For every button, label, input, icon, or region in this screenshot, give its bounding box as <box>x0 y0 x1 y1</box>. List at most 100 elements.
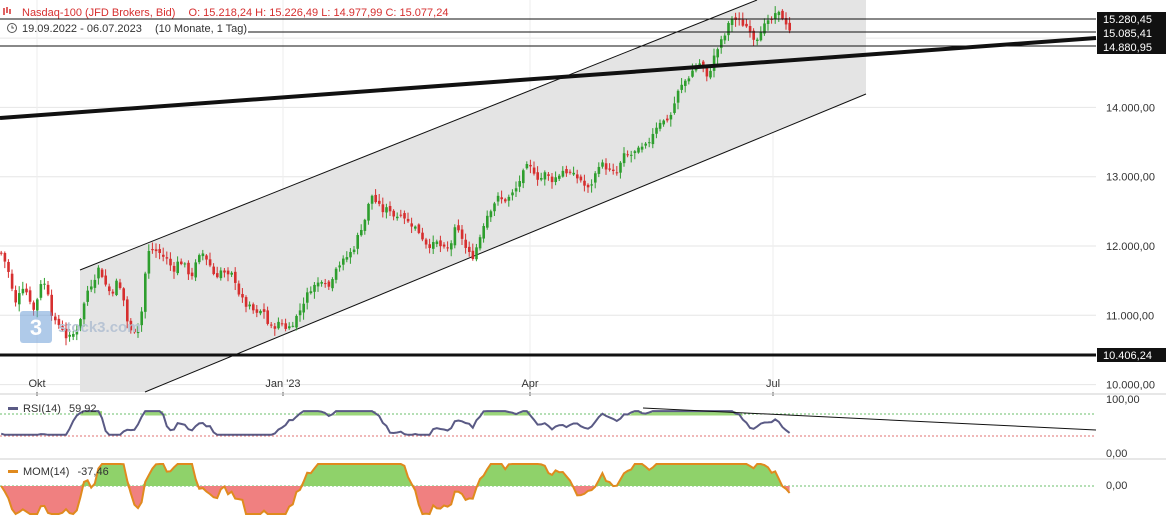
price-tick-label: 12.000,00 <box>1106 241 1155 253</box>
candle-body <box>140 311 143 326</box>
candle-body <box>590 184 593 186</box>
candle-body <box>298 310 302 316</box>
thick-trendline <box>0 36 1097 120</box>
candle-body <box>363 219 367 231</box>
candle-body <box>597 166 601 174</box>
candle-body <box>572 172 575 175</box>
candle-body <box>666 118 669 121</box>
candle-body <box>237 283 241 295</box>
candle-body <box>244 297 248 307</box>
time-tick-label: Jan '23 <box>265 378 300 390</box>
candle-body <box>403 213 406 219</box>
candle-body <box>370 195 374 204</box>
momentum-panel: MOM(14) -37,46 0,00 <box>0 463 1127 516</box>
candle-body <box>547 174 550 176</box>
candle-body <box>360 229 363 236</box>
candle-body <box>302 303 305 313</box>
candle-body <box>478 237 482 249</box>
candle-body <box>190 272 194 277</box>
period-text: (10 Monate, 1 Tag) <box>155 23 247 35</box>
mom-value: -37,46 <box>78 466 109 478</box>
candle-body <box>115 280 118 296</box>
candle-body <box>648 142 651 144</box>
candle-body <box>507 196 511 201</box>
candle-body <box>54 316 57 321</box>
candle-body <box>82 303 86 320</box>
svg-text:RSI(14) 59,92: RSI(14) 59,92 <box>23 403 97 415</box>
candle-body <box>295 315 298 328</box>
candle-body <box>122 288 125 301</box>
candle-body <box>14 290 17 303</box>
date-range: 19.09.2022 - 06.07.2023 <box>22 23 142 35</box>
candle-body <box>558 175 561 179</box>
candle-body <box>205 255 208 260</box>
price-tick-label: 14.000,00 <box>1106 102 1155 114</box>
rsi-panel: RSI(14) 59,92 100,00 0,00 <box>0 394 1140 460</box>
price-label-text: 15.085,41 <box>1103 28 1152 40</box>
candle-body <box>144 273 147 312</box>
candle-body <box>183 263 187 265</box>
candle-body <box>453 227 457 246</box>
candle-body <box>662 120 665 125</box>
candle-body <box>21 288 25 294</box>
candle-body <box>223 270 226 273</box>
candle-body <box>475 247 478 260</box>
candle-body <box>698 63 701 66</box>
candle-body <box>766 20 770 25</box>
candle-body <box>10 273 14 289</box>
candle-body <box>759 31 763 41</box>
candle-body <box>126 299 129 322</box>
candle-body <box>784 17 788 25</box>
candle-body <box>381 204 385 213</box>
candle-body <box>129 320 133 331</box>
price-label-text: 14.880,95 <box>1103 42 1152 54</box>
price-label-box <box>1097 12 1166 26</box>
candle-body <box>482 226 485 239</box>
price-tick-label: 11.000,00 <box>1106 310 1154 322</box>
candle-body <box>500 197 503 200</box>
candle-body <box>352 249 356 252</box>
candle-body <box>644 143 647 146</box>
candle-body <box>208 259 212 266</box>
candle-body <box>172 265 176 272</box>
candle-body <box>212 266 215 275</box>
candle-body <box>68 334 71 337</box>
candle-body <box>414 226 417 229</box>
candle-body <box>396 216 399 219</box>
candle-body <box>763 23 766 34</box>
candle-body <box>93 279 97 288</box>
candle-body <box>201 253 205 257</box>
candle-body <box>594 173 597 183</box>
candle-body <box>72 334 75 337</box>
candle-body <box>493 203 496 212</box>
candle-body <box>154 249 158 252</box>
candle-body <box>486 215 489 228</box>
price-tick-label: 10.000,00 <box>1106 380 1155 392</box>
price-labels: 15.280,45 15.085,41 14.880,95 10.406,24 <box>1097 12 1166 362</box>
candle-body <box>428 244 431 249</box>
price-label-text: 10.406,24 <box>1103 350 1152 362</box>
candle-body <box>615 172 619 174</box>
candle-body <box>637 147 640 153</box>
candle-body <box>367 203 370 221</box>
candle-body <box>378 200 381 204</box>
candle-body <box>374 194 377 203</box>
rsi-value: 59,92 <box>69 403 97 415</box>
candle-body <box>705 66 709 77</box>
candle-body <box>216 273 219 278</box>
rsi-tick-100: 100,00 <box>1106 394 1140 406</box>
candle-body <box>777 11 781 16</box>
candle-body <box>61 326 64 330</box>
candle-body <box>669 114 673 120</box>
candle-body <box>399 214 403 216</box>
candle-body <box>64 328 68 339</box>
candle-body <box>111 291 115 294</box>
candle-body <box>586 184 590 188</box>
candle-body <box>25 288 28 293</box>
candle-body <box>673 103 676 113</box>
candle-body <box>435 241 439 245</box>
candle-body <box>176 261 179 274</box>
candle-body <box>118 282 122 288</box>
candle-body <box>460 229 464 239</box>
candle-body <box>536 172 539 180</box>
